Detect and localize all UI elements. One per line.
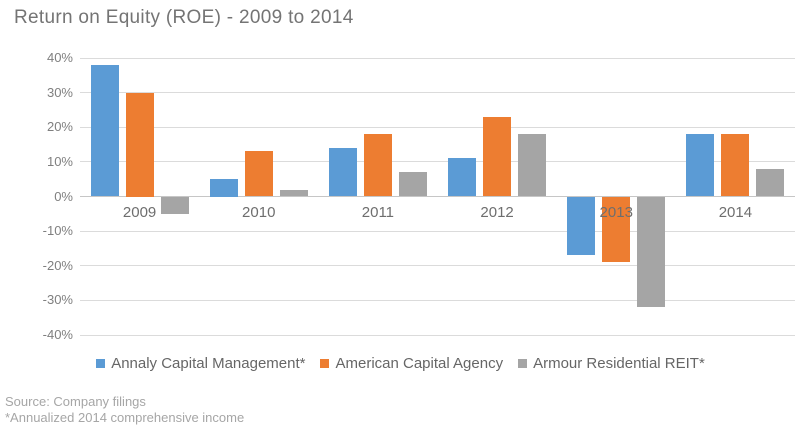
- legend-label-american-capital: American Capital Agency: [335, 355, 504, 372]
- legend-item-annaly: Annaly Capital Management*: [96, 355, 305, 372]
- x-axis-label-2012: 2012: [480, 203, 514, 221]
- gridline: [80, 161, 795, 163]
- bar-2014-series0: [686, 134, 715, 197]
- bar-2012-series2: [518, 134, 547, 197]
- x-axis-label-2011: 2011: [361, 203, 395, 221]
- legend-swatch-armour: [518, 359, 528, 368]
- bar-2010-series0: [209, 179, 238, 197]
- y-axis-tick-label: 20%: [46, 119, 73, 135]
- gridline: [80, 265, 795, 267]
- chart-title: Return on Equity (ROE) - 2009 to 2014: [14, 7, 354, 28]
- y-axis-tick-label: -40%: [42, 327, 73, 342]
- legend-label-annaly: Annaly Capital Management*: [111, 355, 306, 372]
- bar-2012-series0: [448, 158, 477, 197]
- x-axis-label-2013: 2013: [599, 203, 633, 221]
- gridline: [80, 126, 795, 128]
- bar-2012-series1: [483, 116, 512, 197]
- bar-2014-series2: [756, 168, 785, 197]
- legend-item-armour: Armour Residential REIT*: [518, 355, 705, 372]
- bar-2010-series1: [244, 151, 273, 197]
- legend-swatch-american-capital: [320, 359, 330, 368]
- bar-2013-series0: [567, 196, 596, 256]
- y-axis-tick-label: 10%: [46, 153, 73, 169]
- bar-2013-series2: [637, 196, 666, 308]
- x-axis-label-2010: 2010: [242, 203, 276, 221]
- y-axis-tick-label: -30%: [42, 292, 73, 308]
- bar-2009-series2: [160, 196, 189, 214]
- x-axis-label-2009: 2009: [122, 203, 157, 221]
- bar-2009-series0: [90, 64, 119, 197]
- x-axis-label-2014: 2014: [718, 203, 753, 221]
- source-note: Source: Company filings: [5, 394, 146, 409]
- bar-2011-series2: [398, 172, 427, 197]
- gridline: [80, 230, 795, 232]
- gridline: [80, 334, 795, 336]
- footer-notes: Source: Company filings *Annualized 2014…: [5, 394, 244, 426]
- legend-swatch-annaly: [96, 359, 106, 368]
- legend-item-american-capital: American Capital Agency: [320, 355, 503, 372]
- bar-2011-series0: [328, 148, 357, 197]
- y-axis-tick-label: 30%: [46, 84, 73, 100]
- bar-2010-series2: [279, 189, 308, 197]
- gridline: [80, 299, 795, 301]
- gridline: [80, 92, 795, 94]
- y-axis-tick-label: 0%: [54, 188, 73, 204]
- gridline: [80, 57, 795, 59]
- y-axis-tick-label: 40%: [46, 50, 73, 65]
- y-axis-tick-label: -10%: [42, 223, 73, 239]
- bar-2013-series1: [602, 196, 631, 263]
- y-axis-tick-label: -20%: [42, 257, 73, 273]
- footnote-annualized: *Annualized 2014 comprehensive income: [5, 410, 245, 425]
- legend: Annaly Capital Management* American Capi…: [0, 355, 801, 372]
- bar-2009-series1: [125, 92, 154, 197]
- legend-label-armour: Armour Residential REIT*: [533, 355, 705, 372]
- bar-2014-series1: [721, 134, 750, 197]
- zero-axis-line: [80, 196, 795, 197]
- bar-2011-series1: [363, 134, 392, 197]
